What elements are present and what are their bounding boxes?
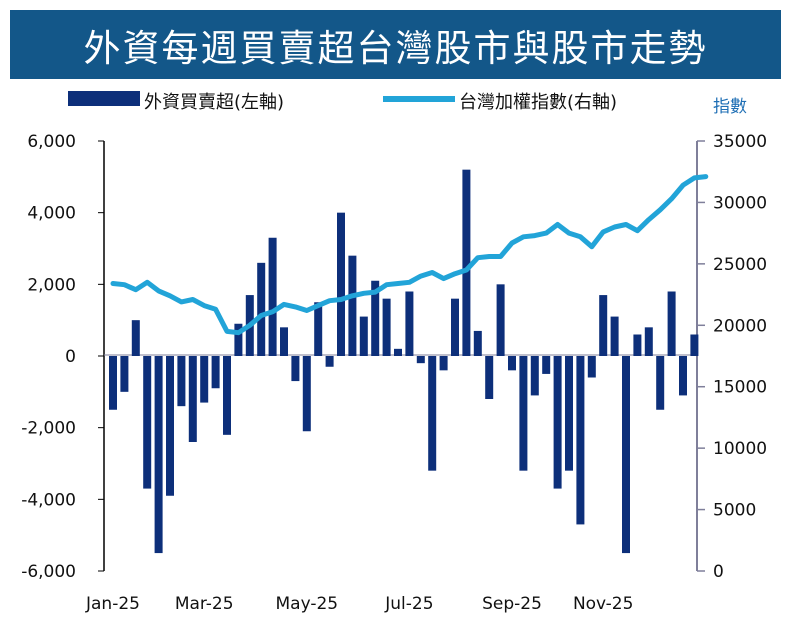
x-tick-label: Jul-25: [384, 594, 433, 614]
left-axis-ticks: 6,000 4,000 2,000 0 -2,000 -4,000 -6,000: [21, 132, 104, 582]
bar: [211, 356, 220, 389]
bar: [587, 356, 596, 378]
left-tick-label: -4,000: [21, 490, 76, 510]
left-tick-label: 6,000: [27, 132, 76, 152]
bar: [348, 255, 357, 356]
bar: [462, 169, 471, 356]
bar: [337, 212, 345, 356]
bar: [599, 295, 608, 356]
bar: [359, 316, 368, 356]
title-bar: 外資每週買賣超台灣股市與股市走勢: [10, 10, 781, 79]
left-tick-label: 0: [65, 347, 76, 367]
bar: [519, 356, 528, 471]
bar: [382, 298, 391, 356]
legend-bar-label: 外資買賣超(左軸): [144, 92, 284, 113]
bar: [314, 302, 323, 356]
left-tick-label: -2,000: [21, 419, 76, 439]
right-tick-label: 25000: [713, 255, 767, 275]
bar: [656, 356, 665, 410]
bar: [667, 291, 676, 356]
bar: [200, 356, 209, 403]
x-tick-label: Mar-25: [175, 594, 234, 614]
x-tick-label: May-25: [275, 594, 338, 614]
right-axis-ticks: 35000 30000 25000 20000 15000 10000 5000 0: [697, 132, 767, 582]
bar: [188, 356, 197, 442]
bar: [576, 356, 585, 525]
bar: [325, 356, 334, 367]
bar: [405, 291, 414, 356]
bar: [371, 280, 380, 356]
bar: [223, 356, 231, 435]
bar: [234, 323, 243, 356]
line-series: [110, 174, 709, 336]
left-tick-label: 4,000: [27, 204, 76, 224]
bar: [508, 356, 516, 371]
right-tick-label: 0: [713, 562, 724, 582]
left-tick-label: -6,000: [21, 562, 76, 582]
bar: [553, 356, 562, 489]
bar: [416, 356, 425, 364]
bar: [302, 356, 311, 432]
bar: [154, 356, 163, 554]
x-tick-label: Nov-25: [573, 594, 634, 614]
bar-series: [109, 169, 699, 554]
bar: [622, 356, 630, 554]
right-tick-label: 30000: [713, 193, 767, 213]
bar: [439, 356, 448, 371]
bar: [428, 356, 437, 471]
bar: [485, 356, 494, 399]
x-tick-label: Sep-25: [482, 594, 542, 614]
bar: [644, 327, 653, 356]
bar: [143, 356, 152, 489]
x-axis-ticks: Jan-25 Mar-25 May-25 Jul-25 Sep-25 Nov-25: [85, 594, 633, 614]
bar: [530, 356, 539, 396]
right-tick-label: 20000: [713, 316, 767, 336]
bar: [679, 356, 687, 396]
bar: [257, 262, 266, 356]
bar: [177, 356, 186, 407]
bar: [120, 356, 129, 392]
bar: [690, 334, 699, 356]
bar: [131, 320, 140, 356]
bar: [565, 356, 573, 471]
legend-line-label: 台灣加權指數(右軸): [459, 92, 617, 113]
right-tick-label: 15000: [713, 378, 767, 398]
right-axis-unit: 指數: [713, 97, 747, 117]
index-line: [110, 174, 709, 336]
legend-bar-swatch: [68, 91, 140, 106]
bar: [542, 356, 551, 374]
bar: [610, 316, 619, 356]
bar: [291, 356, 300, 382]
bar: [109, 356, 117, 410]
right-tick-label: 5000: [713, 501, 756, 521]
bar: [166, 356, 174, 496]
legend: 外資買賣超(左軸) 台灣加權指數(右軸): [68, 91, 617, 113]
x-tick-label: Jan-25: [85, 594, 140, 614]
bar: [394, 348, 402, 356]
right-tick-label: 10000: [713, 439, 767, 459]
bar: [496, 284, 505, 356]
bar: [451, 298, 459, 356]
left-tick-label: 2,000: [27, 275, 76, 295]
chart-title: 外資每週買賣超台灣股市與股市走勢: [83, 26, 708, 70]
bar: [473, 330, 482, 356]
bar: [633, 334, 642, 356]
bar: [268, 237, 277, 356]
right-tick-label: 35000: [713, 132, 767, 152]
bar: [280, 327, 288, 356]
